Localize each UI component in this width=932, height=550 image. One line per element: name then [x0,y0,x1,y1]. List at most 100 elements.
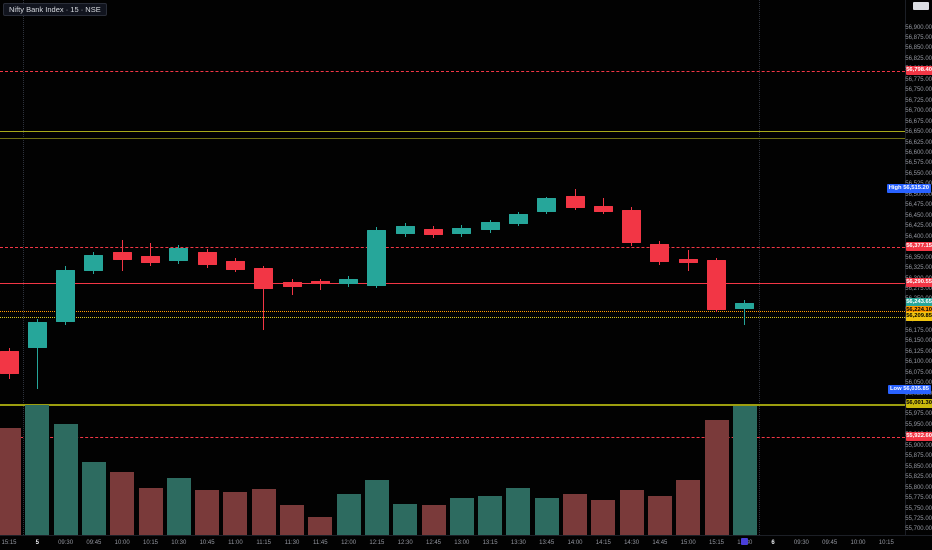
price-level-line[interactable] [0,282,905,284]
price-tick-label: 56,150.00 [905,338,932,345]
last-bar-time-marker-icon [741,538,748,545]
price-tick-label: 56,850.00 [905,45,932,52]
price-badge: 56,224.10 [906,306,932,316]
date-marker-label: 6 [771,540,775,546]
price-tick-label: 55,950.00 [905,421,932,428]
time-axis[interactable]: 15:15 5 09:30 09:45 10:00 10:15 10:30 10:45 11:0… [0,535,932,550]
candle-body [282,281,302,288]
volume-bar [223,492,248,535]
time-tick-label: 13:15 [482,540,498,546]
candle-body [84,254,104,272]
price-chart-pane[interactable]: Nifty Bank Index · 15 · NSE [0,0,905,535]
time-tick-label: 10:30 [171,540,187,546]
price-level-line[interactable] [0,310,905,312]
time-tick-label: 09:45 [86,540,102,546]
time-tick-label: 15:15 [1,540,17,546]
price-tick-label: 56,625.00 [905,139,932,146]
price-level-line[interactable] [0,137,905,139]
time-tick-label: 10:00 [850,540,866,546]
price-level-line[interactable] [0,70,905,72]
price-tick-label: 56,775.00 [905,76,932,83]
symbol-title[interactable]: Nifty Bank Index · 15 · NSE [3,3,107,16]
candle-body [650,243,670,262]
time-tick-label: 10:45 [199,540,215,546]
price-tick-label: 56,075.00 [905,369,932,376]
volume-bar [308,517,333,535]
price-level-line[interactable] [0,436,905,438]
volume-bar [53,424,78,535]
price-tick-label: 55,900.00 [905,442,932,449]
candle-body [707,259,726,310]
price-tick-label: 56,600.00 [905,150,932,156]
candle-body [225,261,245,270]
price-tick-label: 55,775.00 [905,495,932,502]
candle-wick [36,318,38,390]
price-tick-label: 56,525.00 [905,181,932,188]
time-tick-label: 12:45 [425,540,442,546]
volume-bar [81,462,106,535]
price-tick-label: 56,350.00 [905,254,932,261]
volume-bar [449,498,474,535]
time-tick-label: 11:00 [228,540,243,546]
candle-body [27,321,47,348]
time-tick-label: 15:15 [708,540,725,546]
candle-body [735,302,755,309]
axis-corner-button[interactable] [913,2,929,10]
price-tick-label: 56,325.00 [905,265,932,272]
price-tick-label: 55,975.00 [905,411,932,418]
volume-bar [478,496,503,535]
price-tick-label: 56,450.00 [905,212,932,219]
candle-body [622,209,642,244]
candle-body [310,280,330,284]
price-level-line[interactable] [0,246,905,248]
candle-body [480,221,500,230]
price-tick-label: 56,700.00 [905,108,932,115]
price-tick-label: 56,175.00 [905,327,932,334]
low-price-badge: Low 56,035.85 [888,384,931,394]
time-tick-label: 10:15 [878,540,894,546]
price-tick-label: 56,650.00 [905,129,932,136]
volume-bar [195,490,220,535]
price-tick-label: 56,425.00 [905,223,932,230]
candle-body [367,229,387,286]
volume-bar [110,472,135,535]
price-tick-label: 56,575.00 [905,160,932,167]
time-tick-label: 11:45 [313,540,328,546]
price-tick-label: 55,750.00 [905,505,932,512]
price-tick-label: 56,275.00 [905,285,932,292]
candle-wick [319,278,321,291]
price-tick-label: 55,700.00 [905,526,932,533]
price-level-line[interactable] [0,316,905,318]
time-tick-label: 14:45 [652,540,668,546]
price-tick-label: 56,675.00 [905,118,932,125]
volume-bar [138,488,163,535]
volume-bar [704,420,729,535]
candle-body [112,251,132,260]
price-badge: 56,290.55 [906,278,932,288]
time-tick-label: 15:00 [680,540,696,546]
candle-wick [291,279,293,296]
candle-body [395,225,415,234]
price-tick-label: 56,050.00 [905,380,932,387]
volume-bar [732,406,757,535]
price-axis[interactable]: 56,900.0056,875.0056,850.0056,825.0056,8… [905,0,932,535]
time-tick-label: 12:00 [341,540,357,546]
price-tick-label: 55,850.00 [905,463,932,470]
time-tick-label: 12:30 [397,540,413,546]
price-tick-label: 55,825.00 [905,474,932,481]
candle-body [537,197,557,212]
volume-bar [25,405,50,535]
candle-body [141,256,160,263]
price-tick-label: 56,725.00 [905,97,932,104]
volume-bar [364,480,389,535]
price-tick-label: 56,750.00 [905,87,932,94]
price-level-line[interactable] [0,403,905,406]
date-marker-label: 5 [35,540,39,546]
candle-body [678,258,698,263]
time-tick-label: 12:15 [369,540,385,546]
candle-body [452,227,472,234]
volume-bar [534,498,559,535]
volume-bar [393,504,418,535]
price-level-line[interactable] [0,131,905,133]
